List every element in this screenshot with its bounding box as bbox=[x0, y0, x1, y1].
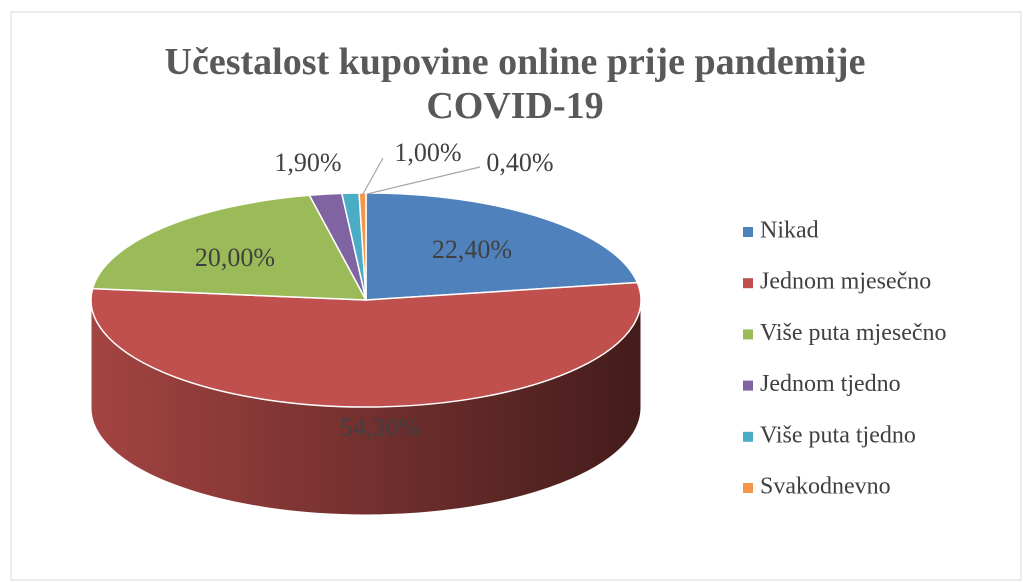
pie-slice bbox=[365, 192, 639, 301]
data-label: 22,40% bbox=[432, 235, 512, 264]
legend-swatch bbox=[743, 380, 753, 391]
chart-title: Učestalost kupovine online prije pandemi… bbox=[164, 41, 866, 127]
data-label: 0,40% bbox=[486, 148, 553, 177]
legend-swatch bbox=[743, 483, 753, 493]
leader-line bbox=[362, 157, 384, 195]
legend-swatch bbox=[743, 329, 753, 340]
data-label: 54,30% bbox=[340, 413, 420, 442]
data-label: 1,00% bbox=[394, 138, 461, 167]
pie-slice bbox=[358, 192, 367, 301]
legend-swatch bbox=[743, 227, 753, 237]
legend-label: Svakodnevno bbox=[760, 474, 891, 500]
legend-label: Više puta mjesečno bbox=[760, 320, 947, 346]
legend-swatch bbox=[743, 431, 753, 442]
legend-swatch bbox=[743, 278, 753, 289]
pie-slice bbox=[90, 281, 642, 408]
legend-label: Više puta tjedno bbox=[760, 422, 916, 448]
legend-label: Nikad bbox=[760, 218, 819, 244]
legend-label: Jednom tjedno bbox=[760, 371, 901, 397]
data-label: 20,00% bbox=[195, 243, 275, 272]
pie-slice bbox=[91, 194, 368, 301]
leader-line bbox=[366, 166, 481, 195]
legend-label: Jednom mjesečno bbox=[760, 269, 931, 295]
data-label: 1,90% bbox=[274, 148, 341, 177]
